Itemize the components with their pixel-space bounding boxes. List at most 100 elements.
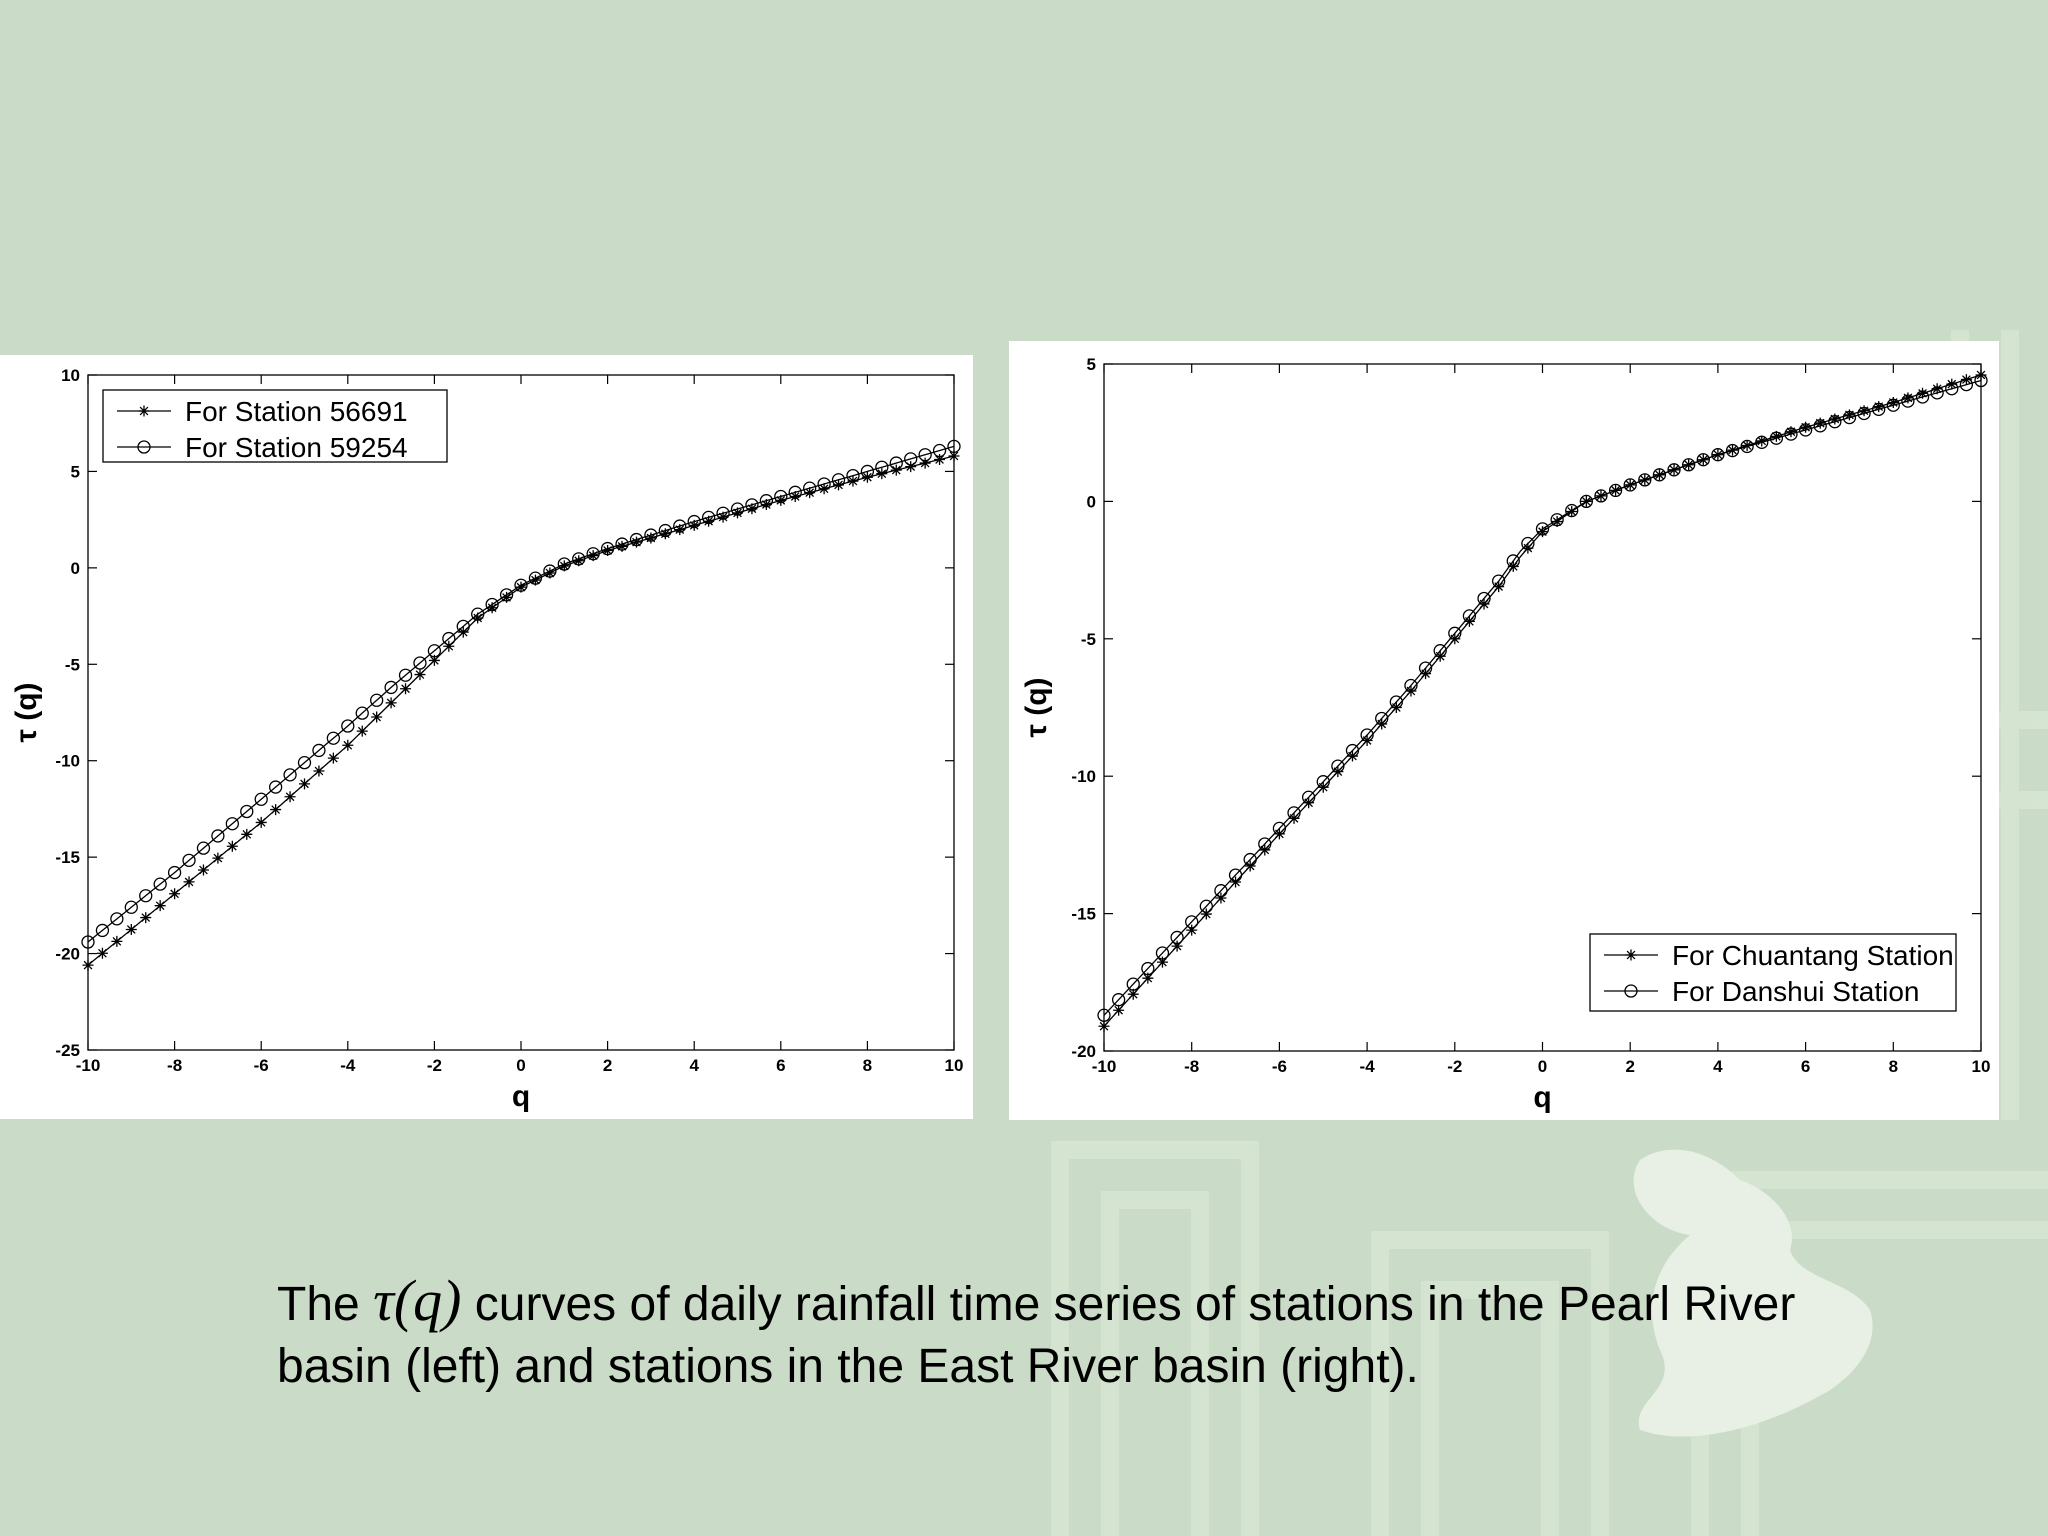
legend-entry: For Danshui Station [1672,976,1919,1007]
legend-entry: For Station 59254 [185,432,408,463]
data-point [818,483,830,495]
data-point [1902,392,1914,404]
data-point [398,668,413,682]
data-point [1843,409,1855,421]
legend-box [1589,933,1957,1012]
data-point [1155,946,1170,960]
data-point [1829,413,1841,425]
data-point [673,519,687,533]
data-point [746,503,758,515]
data-point [875,460,889,474]
y-tick-label: 5 [71,462,80,481]
x-tick-label: -2 [427,1056,442,1075]
data-point [371,711,383,723]
data-point [1389,695,1403,709]
data-point [745,498,759,512]
data-point [600,541,615,556]
series-2 [81,439,961,949]
x-tick-label: -2 [1447,1057,1462,1076]
data-point [701,510,716,525]
x-tick-label: 10 [1972,1057,1991,1076]
data-point [1142,972,1154,984]
data-point [645,532,657,544]
data-point [846,468,860,483]
data-point [1215,892,1227,904]
data-point [384,680,398,695]
right-chart-panel: -10 -8 -6 -4 -2 0 2 4 6 8 10 -20 -15 -10 -5 0 5 q τ (q) For… [1009,341,1999,1120]
data-point [1243,852,1257,867]
figure-caption: The τ(q) curves of daily rainfall time s… [277,1270,1877,1398]
data-point [414,669,426,681]
data-point [283,768,297,782]
data-point [1784,427,1798,441]
x-tick-label: 4 [1713,1057,1723,1076]
data-point [1506,554,1520,568]
data-point [1960,374,1972,386]
series-1 [1098,369,1987,1032]
data-point [443,640,455,652]
data-point [140,912,152,924]
data-point [789,491,801,502]
data-point [515,581,527,593]
data-point [557,557,571,571]
data-point [860,464,875,479]
x-tick-label: -8 [167,1056,182,1075]
data-point [1477,591,1491,606]
data-point [1873,401,1885,413]
data-point [211,829,225,843]
data-point [297,755,312,770]
data-point [831,473,846,487]
data-point [456,619,470,634]
y-tick-label: -10 [55,752,80,771]
data-point [1301,790,1316,804]
data-point [687,514,701,529]
data-point [1126,977,1140,991]
data-point [1901,394,1915,408]
data-point [615,537,629,551]
data-point [688,519,700,531]
data-point [1740,439,1754,454]
data-point [629,532,644,547]
data-point [196,841,211,855]
caption-prefix: The [277,1278,360,1331]
data-point [1769,431,1784,445]
data-point [1946,378,1958,390]
legend-entry: For Chuantang Station [1672,940,1954,971]
data-point [1491,574,1506,588]
data-point [1638,473,1652,487]
x-tick-label: 6 [776,1056,785,1075]
data-point [587,550,599,562]
legend-box [102,389,448,463]
y-tick-label: -25 [55,1041,80,1060]
data-point [1623,478,1637,492]
data-point [428,654,440,666]
dragon-ornament [1633,1149,1873,1437]
data-point [1974,373,1988,388]
data-point [1360,728,1374,742]
data-point [182,853,196,868]
data-point [775,494,787,506]
data-point [1156,956,1168,968]
y-tick-label: -20 [1071,1042,1096,1061]
x-tick-label: 0 [516,1056,525,1075]
data-point [1608,483,1623,498]
y-tick-label: -15 [1071,905,1096,924]
data-point [153,877,167,891]
data-point [1930,386,1944,400]
data-point [1272,821,1287,836]
data-point [1200,908,1212,920]
data-point [254,792,268,806]
data-point [1462,609,1477,623]
data-point [1186,924,1198,936]
x-tick-label: 10 [945,1056,964,1075]
x-tick-label: 0 [1538,1057,1547,1076]
data-point [241,828,253,840]
data-point [1185,915,1199,929]
data-point [1887,396,1899,408]
data-point [889,456,903,470]
data-point [501,591,513,603]
data-point [255,816,267,828]
data-point [543,564,557,578]
data-point [1667,463,1681,477]
x-tick-label: -10 [1092,1057,1117,1076]
